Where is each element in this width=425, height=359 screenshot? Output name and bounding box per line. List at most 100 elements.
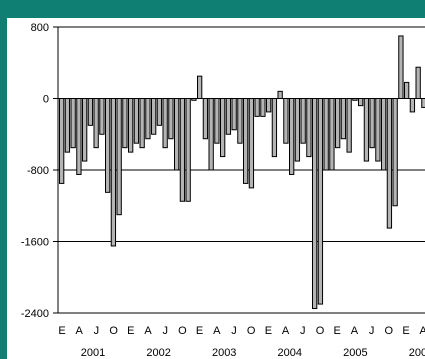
bar (363, 98, 370, 162)
bar (381, 98, 387, 171)
y-tick-label: -1600 (21, 237, 49, 249)
bar (289, 98, 295, 175)
bar (116, 98, 122, 216)
bar (283, 98, 289, 144)
x-year-labels: 2001 2002 2003 2004 2005 2006 (81, 347, 425, 359)
bar (415, 66, 421, 100)
x-month-label: O (178, 325, 187, 337)
x-month-label: J (162, 325, 168, 337)
bar (197, 75, 203, 100)
bar (93, 98, 99, 149)
bar (99, 98, 105, 135)
bar (243, 98, 249, 184)
top-border-bar (0, 0, 425, 18)
bar (306, 98, 312, 158)
x-month-label: O (109, 325, 118, 337)
x-month-label: E (58, 325, 65, 337)
x-month-label: E (402, 325, 409, 337)
bar (220, 98, 226, 158)
bar (323, 98, 329, 171)
bar (260, 98, 266, 117)
bar (358, 98, 364, 107)
x-month-label: E (265, 325, 272, 337)
x-month-label: E (334, 325, 341, 337)
y-tick-label: 800 (31, 22, 49, 34)
bar (254, 98, 260, 117)
x-year-label: 2001 (81, 347, 105, 359)
bar (82, 98, 88, 162)
bar (174, 98, 180, 171)
bar (76, 98, 82, 175)
x-year-label: 2006 (409, 347, 425, 359)
bar (248, 98, 255, 189)
bar (277, 90, 283, 99)
y-tick-labels: 800 0 -800 -1600 -2400 (21, 22, 49, 320)
bar (386, 98, 393, 229)
bar (59, 98, 65, 184)
x-month-label: A (351, 325, 359, 337)
x-month-label: E (127, 325, 134, 337)
x-month-label: J (369, 325, 375, 337)
x-month-label: J (231, 325, 237, 337)
x-month-label: A (282, 325, 290, 337)
bar (369, 98, 375, 149)
x-month-label: A (420, 325, 425, 337)
bar (133, 98, 140, 144)
x-month-label: J (94, 325, 100, 337)
bar (271, 98, 278, 158)
bar (168, 98, 174, 140)
x-year-label: 2003 (212, 347, 236, 359)
bar (340, 98, 347, 140)
bar (202, 98, 209, 140)
x-month-label: A (144, 325, 152, 337)
y-tick-label: -2400 (21, 308, 49, 320)
bar (317, 98, 324, 305)
x-year-label: 2004 (278, 347, 302, 359)
bar (375, 98, 381, 162)
bar (312, 98, 318, 310)
bar (352, 98, 358, 101)
bar (70, 98, 76, 149)
bar (162, 98, 168, 149)
bar (225, 98, 232, 135)
bar (398, 35, 404, 99)
y-tick-label: -800 (27, 165, 49, 177)
x-month-label: E (196, 325, 203, 337)
x-month-label: O (316, 325, 325, 337)
bar (237, 98, 243, 144)
x-month-label: O (247, 325, 256, 337)
bar (335, 98, 341, 149)
bar (64, 98, 71, 153)
bar (179, 98, 186, 202)
bar (191, 98, 197, 101)
bar (404, 81, 410, 100)
x-year-label: 2005 (343, 347, 367, 359)
bar (346, 98, 352, 153)
left-border-bar (0, 18, 7, 359)
bar (151, 98, 157, 135)
bar (266, 98, 272, 113)
bar (329, 98, 335, 171)
bar (105, 98, 111, 193)
x-month-label: J (300, 325, 306, 337)
y-tick-label: 0 (43, 94, 49, 106)
bar (208, 98, 214, 171)
bar (300, 98, 306, 144)
bar (87, 98, 94, 126)
bar (294, 98, 301, 162)
x-month-label: A (213, 325, 221, 337)
bar (139, 98, 145, 149)
x-year-label: 2002 (146, 347, 170, 359)
bar (231, 98, 237, 131)
bar (185, 98, 191, 202)
bar (145, 98, 151, 140)
x-month-label: A (76, 325, 84, 337)
bar (128, 98, 134, 153)
bar (214, 98, 220, 144)
bar (409, 98, 416, 113)
bars (59, 35, 425, 310)
bar (110, 98, 117, 247)
